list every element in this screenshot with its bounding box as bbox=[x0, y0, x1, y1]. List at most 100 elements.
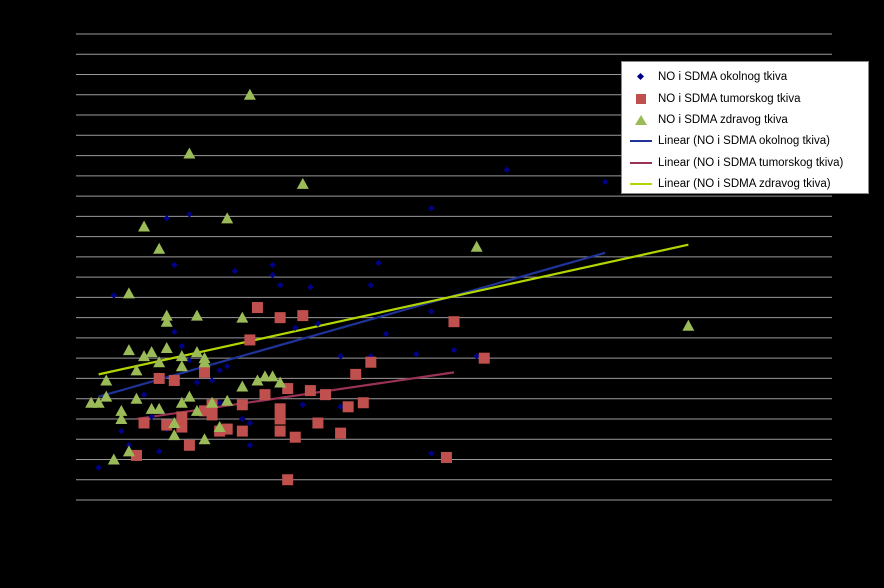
data-point bbox=[319, 389, 331, 401]
data-point bbox=[100, 390, 113, 402]
data-point bbox=[138, 417, 150, 429]
data-point bbox=[163, 215, 170, 222]
data-point bbox=[199, 366, 211, 378]
data-point bbox=[682, 319, 695, 331]
data-point bbox=[269, 271, 276, 279]
data-point bbox=[186, 211, 193, 218]
data-point bbox=[602, 178, 609, 186]
data-point bbox=[115, 412, 128, 424]
data-point bbox=[190, 309, 203, 321]
data-point bbox=[145, 402, 158, 414]
data-point bbox=[148, 413, 155, 421]
data-point bbox=[193, 379, 201, 386]
legend-label-zdravog: NO i SDMA zdravog tkiva bbox=[658, 114, 788, 126]
data-point bbox=[110, 292, 117, 299]
data-point bbox=[115, 404, 128, 416]
data-point bbox=[335, 427, 347, 439]
data-point bbox=[178, 342, 186, 350]
data-point bbox=[155, 448, 163, 455]
data-point bbox=[239, 415, 246, 423]
data-point bbox=[236, 399, 248, 411]
data-point bbox=[168, 429, 181, 441]
data-point bbox=[375, 259, 382, 267]
chart-legend: NO i SDMA okolnog tkiva NO i SDMA tumors… bbox=[621, 61, 869, 194]
data-point bbox=[269, 261, 276, 269]
data-point bbox=[236, 425, 248, 437]
data-point bbox=[473, 352, 480, 360]
data-point bbox=[175, 360, 188, 372]
data-point bbox=[224, 363, 231, 370]
data-point bbox=[259, 370, 271, 382]
data-point bbox=[428, 205, 435, 212]
data-point bbox=[122, 344, 135, 356]
data-point bbox=[259, 389, 271, 401]
data-point bbox=[198, 356, 211, 368]
data-point bbox=[107, 453, 120, 465]
data-point bbox=[160, 315, 173, 327]
data-point bbox=[297, 310, 309, 322]
data-point bbox=[503, 166, 511, 173]
legend-item-linear-okolnog: Linear (NO i SDMA okolnog tkiva) bbox=[628, 132, 830, 150]
data-point bbox=[282, 474, 294, 486]
data-point bbox=[130, 392, 143, 404]
data-point bbox=[138, 350, 151, 362]
data-point bbox=[138, 220, 151, 232]
data-point bbox=[216, 367, 223, 374]
trendline bbox=[136, 371, 455, 421]
legend-item-tumorskog: NO i SDMA tumorskog tkiva bbox=[628, 90, 801, 108]
data-point bbox=[289, 431, 301, 443]
data-point bbox=[236, 311, 249, 323]
data-point bbox=[337, 403, 344, 410]
data-point bbox=[183, 147, 196, 159]
line-icon bbox=[628, 134, 654, 148]
legend-item-okolnog: NO i SDMA okolnog tkiva bbox=[628, 68, 787, 86]
data-point bbox=[450, 346, 458, 354]
data-point bbox=[145, 346, 158, 358]
legend-label-linear-tumorskog: Linear (NO i SDMA tumorskog tkiva) bbox=[658, 157, 844, 169]
data-point bbox=[296, 177, 309, 189]
data-point bbox=[175, 350, 188, 362]
data-point bbox=[367, 282, 375, 289]
data-point bbox=[161, 419, 173, 431]
data-point bbox=[221, 394, 234, 406]
data-point bbox=[160, 309, 173, 321]
data-point bbox=[448, 316, 460, 328]
data-point bbox=[208, 377, 216, 384]
data-point bbox=[357, 397, 369, 409]
data-point bbox=[292, 324, 299, 331]
data-point bbox=[274, 403, 286, 415]
data-point bbox=[470, 240, 483, 252]
data-point bbox=[92, 396, 105, 408]
line-icon bbox=[628, 177, 654, 191]
data-point bbox=[243, 88, 256, 100]
data-point bbox=[125, 442, 133, 449]
data-point bbox=[478, 352, 490, 364]
data-point bbox=[246, 419, 254, 427]
data-point bbox=[274, 413, 286, 425]
data-point bbox=[342, 401, 354, 413]
data-point bbox=[199, 405, 211, 417]
legend-label-tumorskog: NO i SDMA tumorskog tkiva bbox=[658, 93, 801, 105]
data-point bbox=[130, 449, 142, 461]
data-point bbox=[198, 433, 211, 445]
data-point bbox=[221, 212, 234, 224]
data-point bbox=[337, 352, 344, 360]
data-point bbox=[282, 383, 294, 395]
data-point bbox=[176, 411, 188, 423]
data-point bbox=[274, 425, 286, 437]
data-point bbox=[266, 370, 279, 382]
data-point bbox=[246, 442, 254, 449]
data-point bbox=[95, 464, 102, 471]
data-point bbox=[307, 284, 314, 291]
legend-label-okolnog: NO i SDMA okolnog tkiva bbox=[658, 71, 788, 83]
data-point bbox=[314, 320, 322, 327]
data-point bbox=[140, 391, 148, 398]
data-point bbox=[365, 356, 377, 368]
trendlines bbox=[98, 243, 689, 421]
data-point bbox=[236, 380, 249, 392]
data-point bbox=[190, 404, 203, 416]
data-point bbox=[231, 267, 238, 275]
legend-item-zdravog: NO i SDMA zdravog tkiva bbox=[628, 111, 788, 129]
legend-item-linear-zdravog: Linear (NO i SDMA zdravog tkiva) bbox=[628, 175, 831, 193]
